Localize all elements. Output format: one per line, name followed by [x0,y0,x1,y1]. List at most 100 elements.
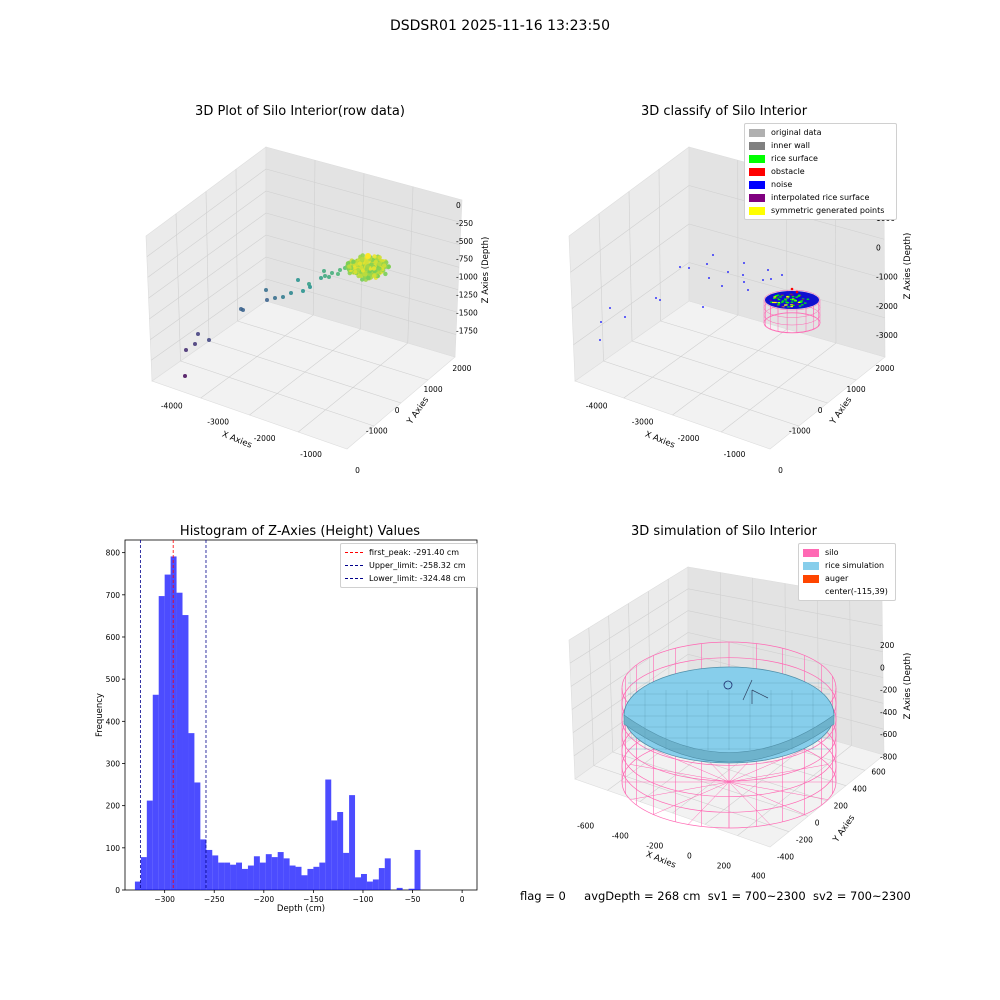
histogram-bar [277,852,284,890]
p2-y-tick: 1000 [847,385,866,394]
p1-grid-x [175,213,181,362]
p1-y-tick: 2000 [452,364,471,373]
p4-silo-spoke [630,781,730,800]
p4-x-label: X Axies [644,850,677,871]
histogram-bar [212,855,219,890]
p4-z-tick: -600 [880,730,897,739]
p2-rice-surface-point [800,300,803,302]
p2-rice-surface-point [786,296,789,298]
p1-grid-y [312,160,316,316]
classify-legend-entry: symmetric generated points [749,204,892,217]
p4-silo-spoke [728,764,828,783]
histogram-y-label: Frequency [95,693,105,737]
classify-legend-swatch [749,193,765,202]
p2-rice-surface-point [801,304,804,306]
histogram-bar [331,820,338,890]
p4-x-tick: -200 [646,842,663,851]
p1-grid-z [149,234,267,320]
p1-surface-point [359,265,364,270]
p2-rice-surface-point [804,302,807,304]
simulation-legend-swatch [803,548,819,557]
classify-legend-label: rice surface [771,154,818,163]
p4-y-tick: 600 [871,767,886,776]
histogram-x-tick: −100 [353,895,374,904]
histogram-bar [152,694,159,890]
histogram-bar [414,849,421,890]
p1-surface-point [386,264,391,270]
p1-point [338,268,342,272]
p1-point [336,272,340,276]
classify-legend-entry: interpolated rice surface [749,191,892,204]
histogram-bar [170,556,177,890]
p4-y-label: Y Axies [831,813,858,845]
classify-legend-label: symmetric generated points [771,206,885,215]
p1-grid-z [148,212,267,299]
histogram-y-tick: 0 [115,886,120,895]
p1-surface-point [383,271,388,277]
p2-noise-point [742,274,744,276]
p1-z-tick: -1000 [456,273,478,282]
p2-noise-point [600,321,602,323]
classify-legend-entry: inner wall [749,139,892,152]
histogram-legend-label: first_peak: -291.40 cm [369,548,460,557]
p2-rice-surface-point [774,296,778,298]
p1-grid-x [205,191,210,342]
p2-rice-surface-point [777,304,780,306]
p2-rice-surface-point [775,297,778,299]
p2-rice-surface-point [791,296,795,298]
p1-grid-z [265,212,460,268]
p2-noise-point [679,266,681,268]
p1-surface-point [351,259,356,264]
classify-legend-label: noise [771,180,793,189]
p2-noise-point [688,267,690,269]
p1-point [184,348,188,352]
classify-legend-swatch [749,128,765,137]
p2-rice-surface-point [794,300,797,302]
histogram-bar [271,857,278,890]
histogram-bar [140,857,147,890]
simulation-legend-label: center(-115,39) [825,587,888,596]
p1-y-label: Y Axies [405,395,432,427]
p1-surface-point [366,275,371,281]
p1-point [207,338,211,342]
p2-noise-point [770,278,772,280]
histogram-y-tick: 200 [106,802,121,811]
p2-rice-surface-point [784,299,788,301]
histogram-bar [230,864,237,890]
p2-rice-surface-point [779,296,782,298]
p2-rice-surface-point [776,305,780,307]
p1-wall-right [265,146,463,358]
p2-rice-surface-point [791,303,795,305]
p4-x-tick: 0 [687,852,692,861]
histogram-bar [236,862,242,890]
p2-grid-z [688,223,885,279]
p2-rice-surface-point [770,301,773,303]
p2-rice-surface-point [781,300,785,302]
p2-y-tick: 2000 [875,364,894,373]
p4-silo-spoke [687,781,730,825]
sv1-value: sv1 = 700~2300 [707,889,806,903]
p1-point [289,291,293,295]
p2-grid-z [571,223,690,309]
p2-rice-surface-point [792,304,795,306]
sv2-value: sv2 = 700~2300 [812,889,911,903]
p2-x-tick: -2000 [678,434,700,443]
p4-grid-z [572,654,689,733]
p2-rice-surface-point [794,299,797,302]
simulation-legend-label: silo [825,548,839,557]
p2-rice-surface-point [784,298,787,300]
simulation-legend-label: auger [825,574,849,583]
histogram-legend: first_peak: -291.40 cm Upper_limit: -258.… [340,543,478,588]
p1-point [327,275,331,279]
p1-y-tick: 1000 [424,385,443,394]
histogram-bar [343,852,350,890]
histogram-bar [194,782,201,890]
histogram-legend-swatch [345,578,363,579]
p1-point [183,374,187,378]
p2-rice-surface-point [797,301,801,303]
p1-surface-point [363,271,368,277]
p2-grid-y [721,342,837,433]
p1-grid-z [150,256,267,340]
p1-point [273,296,277,300]
